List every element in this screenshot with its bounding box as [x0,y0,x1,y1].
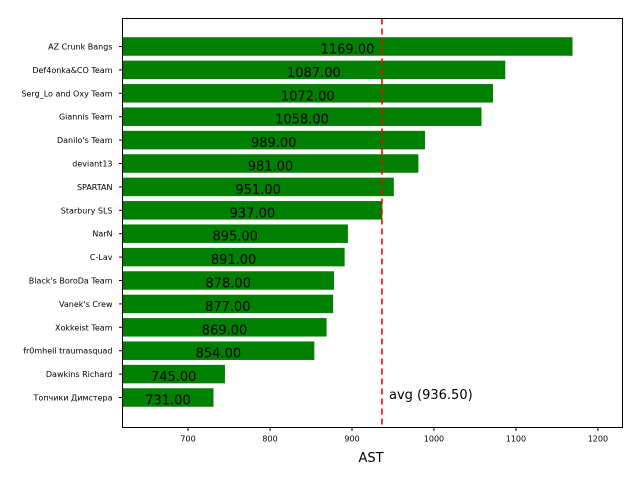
bar-value-label: 877.00 [205,300,251,315]
x-tick-label: 1100 [506,435,526,444]
category-label: Black's BoroDa Team [29,277,113,286]
category-label: AZ Crunk Bangs [48,43,112,52]
bar-value-label: 878.00 [205,277,251,292]
x-tick-label: 1200 [588,435,608,444]
average-label: avg (936.50) [389,388,473,403]
x-tick-label: 700 [180,435,195,444]
bar [122,60,506,80]
bar [122,294,334,314]
bar-value-label: 951.00 [235,183,281,198]
y-axis: AZ Crunk Bangs Def4onka&CO Team Serg_Lo an… [21,43,123,403]
bar [122,177,394,197]
plot-frame [122,18,623,428]
category-label: fr0mhell traumasquad [23,347,112,356]
bar-value-label: 981.00 [248,160,294,175]
x-tick-label: 1000 [424,435,444,444]
category-label: Starbury SLS [61,206,113,215]
category-label: Xokkeist Team [55,323,113,332]
bar-value-label: 989.00 [251,136,297,151]
bar-value-label: 869.00 [202,323,248,338]
bars-layer [122,37,573,407]
x-tick-label: 800 [262,435,277,444]
bar [122,271,334,290]
bar-value-label: 1072.00 [281,89,335,104]
category-label: Dawkins Richard [46,370,113,379]
category-label: Топчики Димстера [33,394,113,403]
bar [122,224,348,243]
bar-value-label: 745.00 [151,370,197,385]
bar [122,341,315,360]
bar [122,247,345,267]
bar-value-label: 854.00 [196,347,242,362]
bar-value-label: 1087.00 [287,66,341,81]
bar-value-label: 1169.00 [321,43,375,58]
bar [122,364,225,384]
bar-value-label: 1058.00 [275,113,329,128]
x-axis-title: AST [358,451,383,466]
bar-value-label: 731.00 [145,394,191,409]
value-labels-layer: 1169.00 1087.00 1072.00 1058.00 989.00 981.00… [145,43,374,409]
category-label: Giannis Team [59,113,113,122]
category-label: NarN [92,230,112,239]
bar [122,37,573,56]
category-label: Vanek's Crew [59,300,113,309]
x-tick-label: 900 [344,435,359,444]
category-label: Def4onka&CO Team [32,66,112,75]
bar [122,388,214,407]
category-label: deviant13 [72,160,112,169]
category-label: SPARTAN [77,183,113,192]
bar-value-label: 937.00 [230,206,276,221]
bar [122,201,383,220]
bar [122,154,419,173]
x-axis: 700 800 900 1000 1100 1200 [180,427,608,444]
bar [122,318,327,337]
bar [122,84,493,103]
category-label: Danilo's Team [57,136,113,145]
category-label: C-Lav [90,253,113,262]
category-label: Serg_Lo and Oxy Team [21,89,112,98]
bar [122,130,425,150]
bar [122,107,482,126]
bar-value-label: 895.00 [212,230,258,245]
bar-value-label: 891.00 [211,253,257,268]
